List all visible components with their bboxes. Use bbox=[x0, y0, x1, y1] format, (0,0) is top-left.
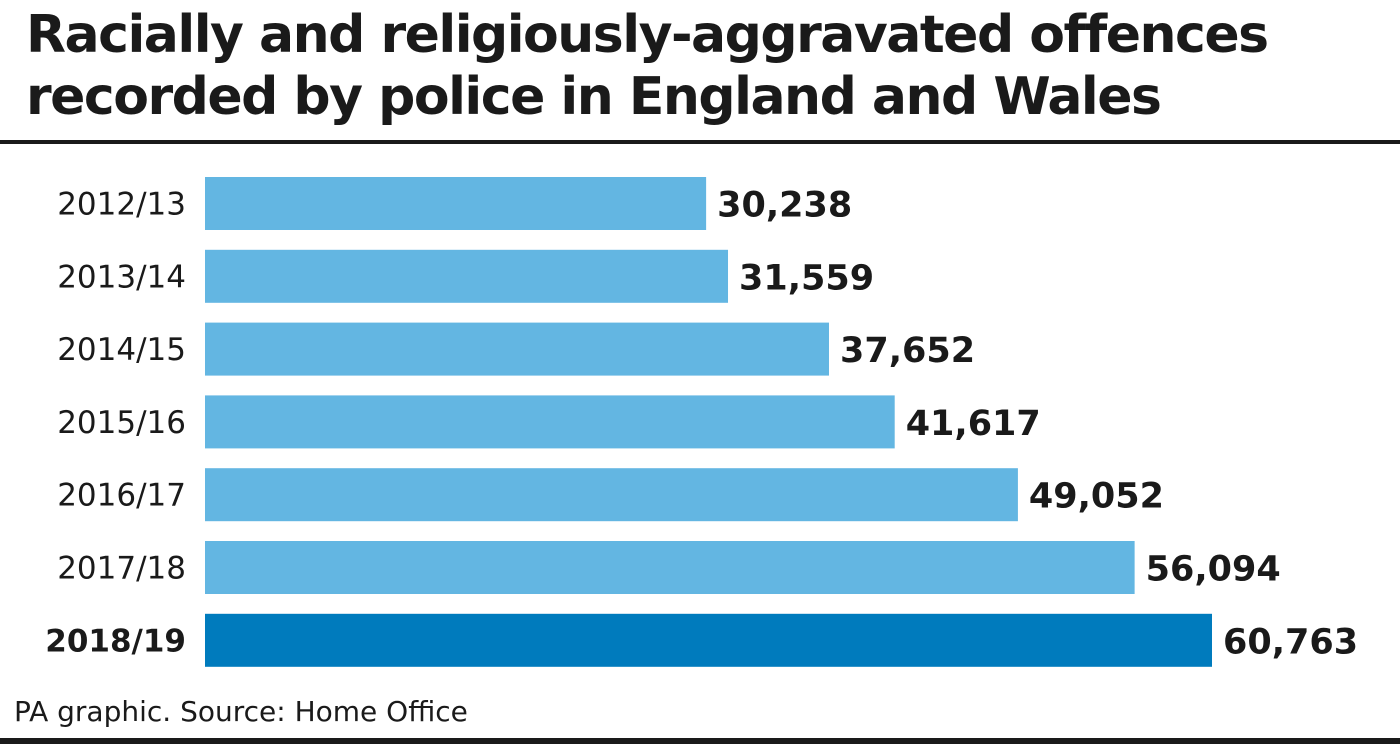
bar-group-2017-18: 2017/18 56,094 bbox=[57, 541, 1281, 594]
bar-group-2013-14: 2013/14 31,559 bbox=[57, 249, 874, 303]
category-label-2018-19: 2018/19 bbox=[45, 623, 186, 659]
bar-group-2018-19: 2018/19 60,763 bbox=[45, 613, 1358, 667]
bar-2013-14 bbox=[205, 249, 729, 303]
bar-group-2012-13: 2012/13 30,238 bbox=[57, 177, 852, 230]
title-divider bbox=[0, 140, 1400, 144]
value-label-2016-17: 49,052 bbox=[1029, 477, 1164, 517]
bar-group-2016-17: 2016/17 49,052 bbox=[57, 468, 1164, 522]
value-label-2017-18: 56,094 bbox=[1146, 550, 1281, 590]
chart-title: Racially and religiously-aggravated offe… bbox=[26, 5, 1269, 127]
bar-2016-17 bbox=[205, 468, 1018, 522]
bar-2018-19 bbox=[205, 613, 1212, 667]
bar-2014-15 bbox=[205, 322, 829, 376]
category-label-2017-18: 2017/18 bbox=[57, 551, 186, 587]
value-label-2014-15: 37,652 bbox=[840, 331, 975, 371]
value-label-2018-19: 60,763 bbox=[1223, 622, 1358, 662]
bar-2017-18 bbox=[205, 541, 1135, 594]
bar-2015-16 bbox=[205, 395, 895, 449]
bottom-divider bbox=[0, 738, 1400, 744]
category-label-2016-17: 2016/17 bbox=[57, 478, 186, 514]
bar-group-2014-15: 2014/15 37,652 bbox=[57, 322, 975, 376]
value-label-2013-14: 31,559 bbox=[739, 258, 874, 298]
value-label-2012-13: 30,238 bbox=[717, 186, 852, 226]
bar-2012-13 bbox=[205, 177, 707, 230]
source-note: PA graphic. Source: Home Office bbox=[14, 695, 468, 728]
category-label-2015-16: 2015/16 bbox=[57, 405, 186, 441]
value-label-2015-16: 41,617 bbox=[906, 404, 1041, 444]
category-label-2014-15: 2014/15 bbox=[57, 332, 186, 368]
category-label-2012-13: 2012/13 bbox=[57, 187, 186, 223]
category-label-2013-14: 2013/14 bbox=[57, 259, 186, 295]
bar-group-2015-16: 2015/16 41,617 bbox=[57, 395, 1041, 449]
